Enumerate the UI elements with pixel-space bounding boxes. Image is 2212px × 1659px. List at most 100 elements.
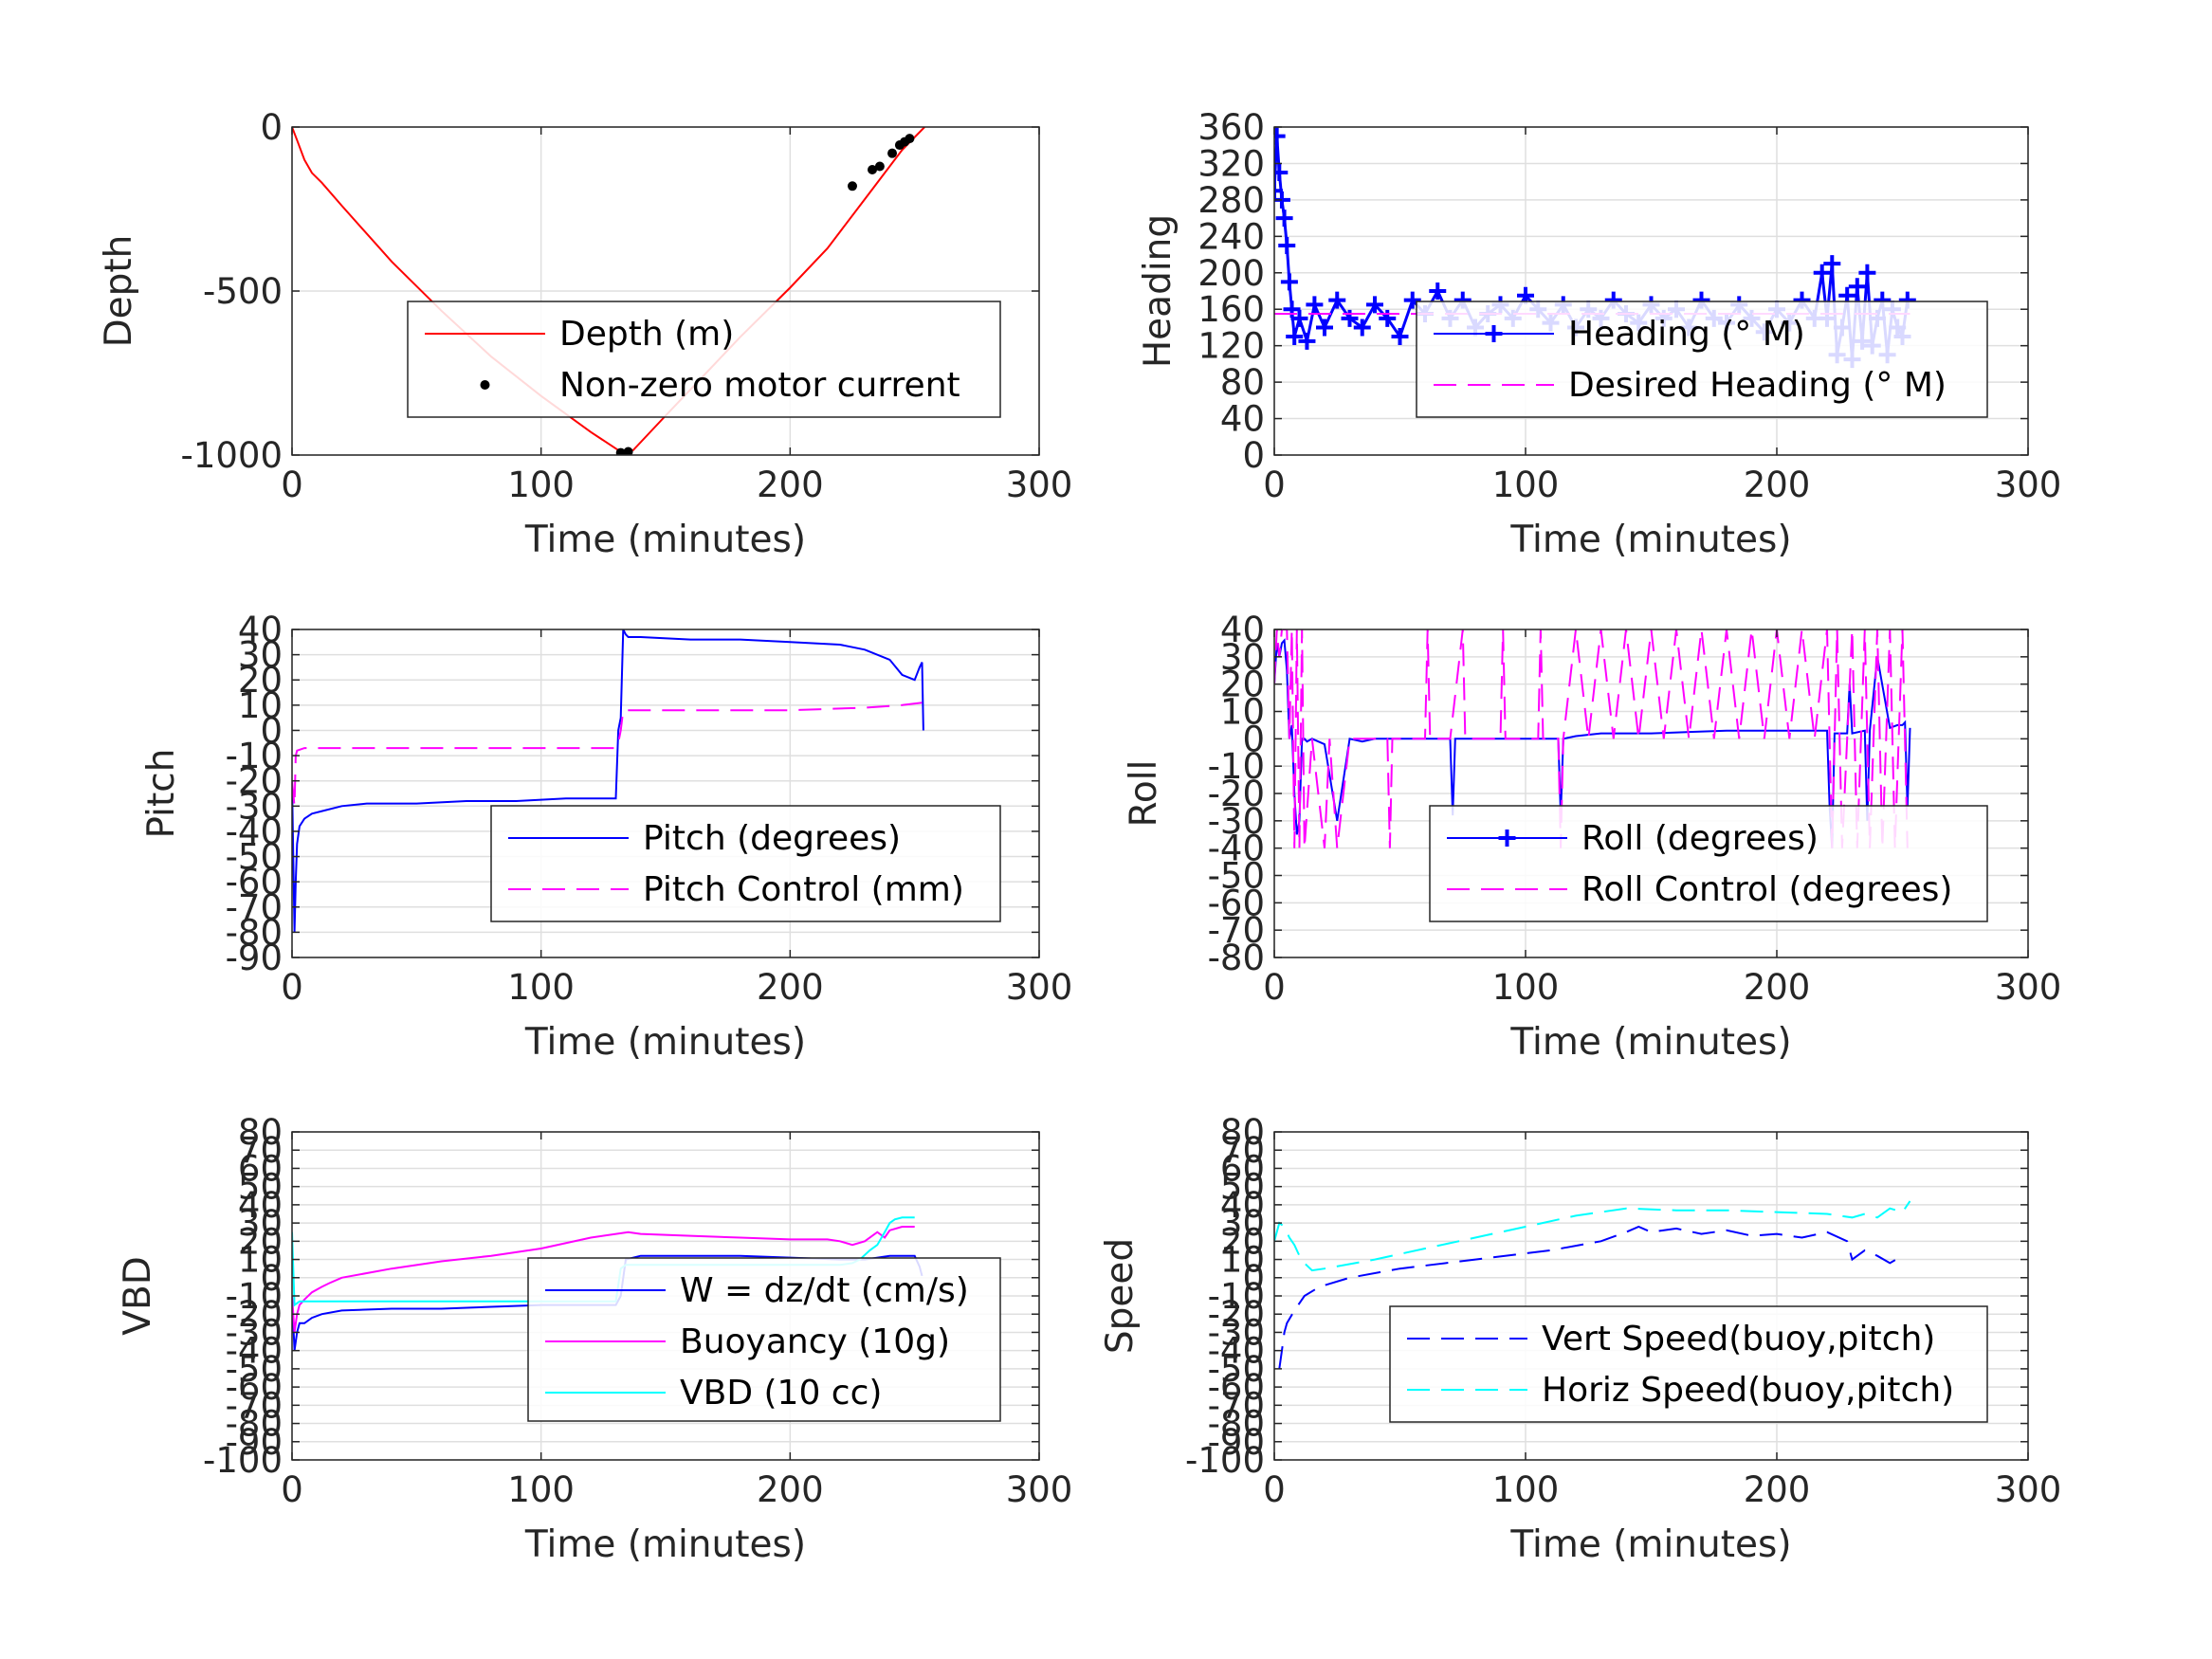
pitch-y-tick-label: -60 [226, 862, 283, 902]
pitch-x-tick-label: 200 [757, 967, 824, 1008]
pitch-legend-box [490, 805, 1001, 922]
heading-y-tick-label: 200 [1197, 253, 1265, 294]
vbd-y-tick-label: 10 [238, 1240, 283, 1281]
roll-y-tick-label: -80 [1208, 938, 1265, 978]
speed-y-tick-label: 70 [1220, 1130, 1265, 1171]
depth-legend: Depth (m) Non-zero motor current [407, 301, 1001, 418]
speed-y-tick-label: -50 [1208, 1349, 1265, 1390]
pitch-chart: 0 100 200 300403020100-10-20-30-40-50-60-70… [140, 610, 1072, 1064]
heading-x-tick-label: 0 [1263, 465, 1286, 505]
pitch-y-tick-label: -30 [226, 786, 283, 827]
pitch-y-tick-label: 20 [238, 660, 283, 701]
heading-x-axis-label: Time (minutes) [1509, 519, 1791, 561]
pitch-y-tick-label: -20 [226, 761, 283, 802]
depth-x-tick-label: 0 [281, 465, 303, 505]
roll-y-tick-label: 0 [1242, 719, 1265, 759]
heading-legend-entry: Desired Heading (° M) [1568, 366, 1947, 405]
speed-y-tick-label: 60 [1220, 1148, 1265, 1189]
roll-legend-entry: Roll (degrees) [1581, 819, 1819, 858]
heading-series-0-point [1813, 264, 1831, 282]
heading-y-tick-label: 280 [1197, 180, 1265, 221]
pitch-series-0-line [292, 629, 924, 933]
vbd-y-tick-label: -100 [203, 1440, 283, 1481]
vbd-chart: 0 100 200 30080706050403020100-10-20-30-40-… [117, 1112, 1072, 1566]
speed-legend-box [1389, 1305, 1988, 1423]
vbd-y-tick-label: -20 [226, 1294, 283, 1335]
speed-series-group [1274, 1200, 1911, 1370]
pitch-y-tick-label: -80 [226, 912, 283, 953]
vbd-legend-box [527, 1257, 1001, 1422]
speed-y-tick-label: -10 [1208, 1276, 1265, 1317]
heading-y-tick-label: 0 [1242, 435, 1265, 476]
speed-y-tick-label: -90 [1208, 1422, 1265, 1463]
heading-axes-box [1273, 126, 2029, 456]
pitch-y-tick-label: 30 [238, 635, 283, 676]
speed-series-0-line [1278, 1225, 1904, 1370]
heading-series-0-point [1278, 236, 1296, 254]
depth-legend-marker [480, 380, 490, 390]
speed-x-tick-label: 100 [1492, 1469, 1560, 1510]
depth-series-1-point [874, 161, 885, 172]
vbd-y-tick-label: 20 [238, 1221, 283, 1262]
speed-y-tick-label: 20 [1220, 1221, 1265, 1262]
speed-y-tick-label: 40 [1220, 1185, 1265, 1226]
roll-y-tick-label: 40 [1220, 610, 1265, 650]
vbd-y-tick-label: -70 [226, 1385, 283, 1426]
roll-y-tick-label: 20 [1220, 665, 1265, 705]
depth-x-axis-label: Time (minutes) [524, 519, 806, 561]
speed-series-1-line [1274, 1200, 1911, 1272]
roll-legend: Roll (degrees) Roll Control (degrees) [1429, 805, 1988, 922]
heading-chart: 0 100 200 30004080120160200240280320360Time… [1137, 107, 2061, 561]
vbd-y-tick-label: 70 [238, 1130, 283, 1171]
pitch-y-axis-label: Pitch [140, 749, 183, 839]
speed-legend-entry: Horiz Speed(buoy,pitch) [1542, 1371, 1954, 1410]
roll-y-tick-label: 30 [1220, 637, 1265, 678]
speed-y-axis-label: Speed [1099, 1238, 1142, 1354]
speed-y-tick-label: 30 [1220, 1203, 1265, 1244]
heading-y-tick-label: 40 [1220, 399, 1265, 440]
depth-x-tick-label: 300 [1006, 465, 1073, 505]
vbd-y-tick-label: 30 [238, 1203, 283, 1244]
speed-legend: Vert Speed(buoy,pitch) Horiz Speed(buoy,p… [1389, 1305, 1988, 1423]
depth-series-1-point [623, 447, 633, 455]
heading-y-tick-label: 360 [1197, 107, 1265, 148]
depth-series-group [292, 127, 925, 455]
depth-y-tick-label: -500 [203, 271, 283, 312]
roll-y-tick-label: -20 [1208, 774, 1265, 814]
heading-series-0-point [1858, 264, 1876, 282]
depth-legend-box [407, 301, 1001, 418]
depth-chart: 0 100 200 300 0 -500 -1000 Time (minutes) Depth D… [98, 107, 1072, 561]
heading-y-tick-label: 80 [1220, 362, 1265, 403]
vbd-y-tick-label: -10 [226, 1276, 283, 1317]
heading-y-axis-label: Heading [1137, 214, 1179, 368]
vbd-y-tick-label: -60 [226, 1367, 283, 1408]
vbd-x-axis-label: Time (minutes) [524, 1523, 806, 1566]
heading-series-0-point [1274, 182, 1283, 200]
vbd-y-tick-label: 0 [260, 1258, 283, 1299]
speed-y-tick-label: -30 [1208, 1312, 1265, 1353]
heading-series-0-point [1274, 164, 1289, 182]
depth-y-tick-label: 0 [260, 107, 283, 148]
vbd-x-tick-label: 0 [281, 1469, 303, 1510]
vbd-x-tick-label: 100 [507, 1469, 575, 1510]
speed-y-tick-label: -60 [1208, 1367, 1265, 1408]
vbd-legend: W = dz/dt (cm/s) Buoyancy (10g) VBD (10 cc… [527, 1257, 1001, 1422]
roll-series-0-line [1274, 638, 1911, 848]
heading-series-0-point [1283, 301, 1301, 319]
pitch-legend-entry: Pitch (degrees) [643, 819, 901, 858]
speed-y-tick-label: -80 [1208, 1404, 1265, 1445]
vbd-y-tick-label: -50 [226, 1349, 283, 1390]
heading-series-0-point [1848, 278, 1866, 296]
roll-y-tick-label: -30 [1208, 801, 1265, 842]
speed-legend-entry: Vert Speed(buoy,pitch) [1542, 1320, 1935, 1358]
speed-y-tick-label: 80 [1220, 1112, 1265, 1153]
depth-legend-entry: Non-zero motor current [559, 366, 960, 405]
vbd-y-tick-label: -80 [226, 1404, 283, 1445]
pitch-y-tick-label: -50 [226, 837, 283, 878]
roll-y-axis-label: Roll [1123, 760, 1165, 828]
heading-y-tick-label: 160 [1197, 289, 1265, 330]
pitch-x-tick-label: 300 [1006, 967, 1073, 1008]
roll-legend-box [1429, 805, 1988, 922]
depth-legend-entry: Depth (m) [559, 315, 734, 354]
